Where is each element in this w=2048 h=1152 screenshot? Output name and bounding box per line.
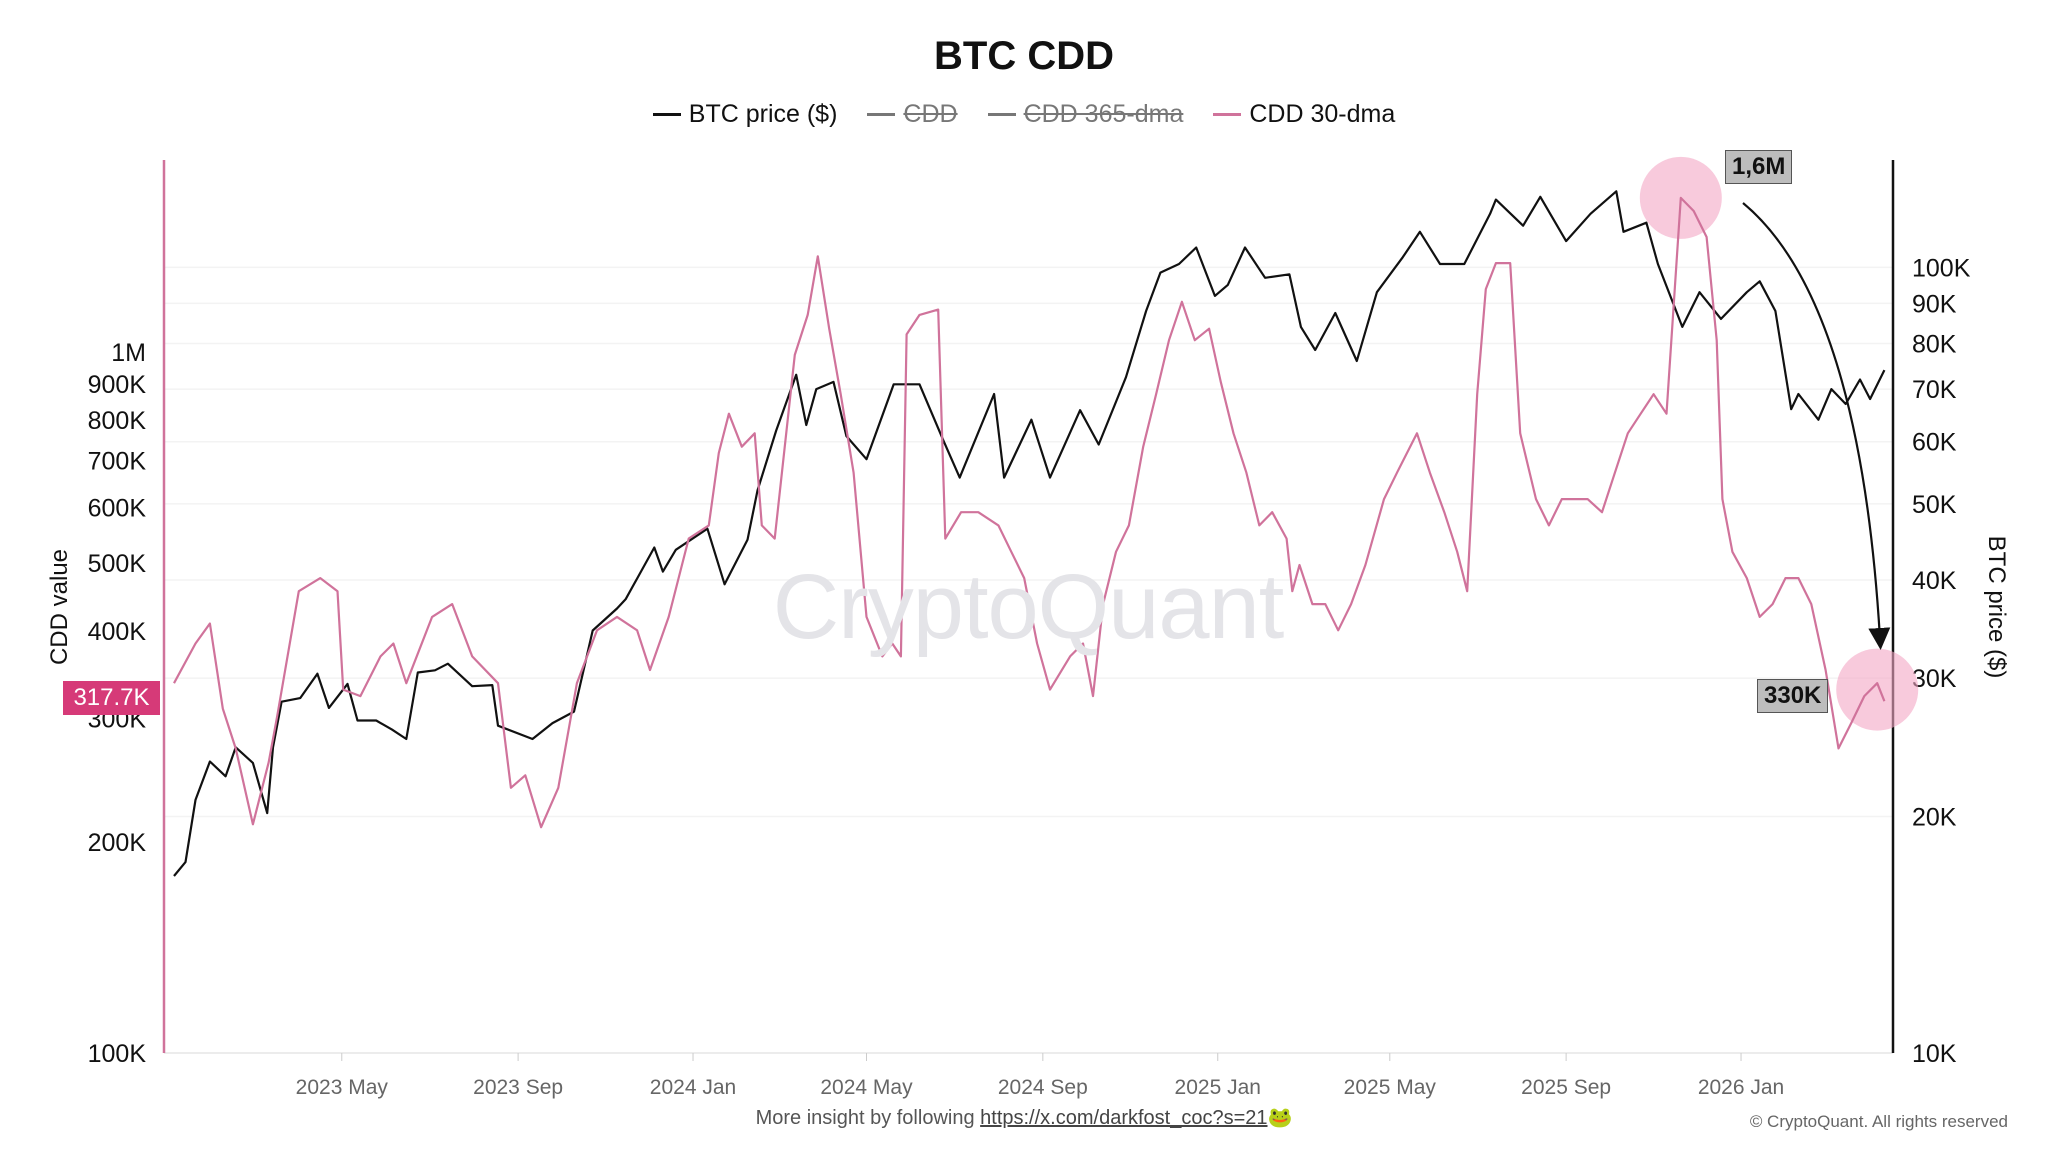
highlight-circle (1836, 648, 1919, 731)
x-tick-label: 2025 Sep (1521, 1076, 1611, 1099)
y-left-axis-title: CDD value (46, 548, 73, 666)
y-left-tick-label: 1M (111, 339, 146, 367)
chart-title: BTC CDD (934, 34, 1114, 78)
y-left-tick-label: 100K (88, 1040, 147, 1068)
legend-swatch (1213, 113, 1242, 116)
legend-swatch (867, 113, 896, 116)
x-tick-label: 2025 Jan (1175, 1076, 1261, 1099)
legend-item-cdd-30-dma[interactable]: CDD 30-dma (1213, 100, 1395, 129)
frog-emoji-icon: 🐸 (1267, 1107, 1293, 1129)
legend: BTC price ($) CDD CDD 365-dma CDD 30-dma (0, 100, 2048, 129)
legend-swatch (987, 113, 1016, 116)
y-right-tick-label: 20K (1912, 804, 1957, 832)
legend-swatch (652, 113, 681, 116)
legend-label: CDD 365-dma (1023, 100, 1184, 128)
legend-label: CDD 30-dma (1249, 100, 1396, 128)
y-right-tick-label: 40K (1912, 567, 1957, 595)
y-right-tick-label: 30K (1912, 665, 1957, 693)
y-right-tick-label: 100K (1912, 254, 1971, 282)
y-left-tick-label: 700K (88, 448, 147, 476)
annotation-peak: 1,6M (1725, 150, 1793, 184)
current-value-badge: 317.7K (63, 681, 160, 715)
legend-label: CDD (903, 100, 958, 128)
series-line-cdd-30-dma (173, 196, 1886, 829)
annotation-current: 330K (1757, 679, 1829, 713)
x-tick-label: 2024 May (820, 1076, 913, 1099)
footer-link[interactable]: https://x.com/darkfost_coc?s=21 (980, 1107, 1268, 1129)
copyright: © CryptoQuant. All rights reserved (1749, 1112, 2008, 1131)
y-right-tick-label: 10K (1912, 1040, 1957, 1068)
x-tick-label: 2023 May (296, 1076, 389, 1099)
x-tick-label: 2024 Jan (650, 1076, 736, 1099)
y-right-tick-label: 70K (1912, 376, 1957, 404)
x-tick-label: 2025 May (1344, 1076, 1437, 1099)
legend-item-cdd-365-dma[interactable]: CDD 365-dma (987, 100, 1184, 129)
y-left-tick-label: 400K (88, 618, 147, 646)
legend-item-btc-price[interactable]: BTC price ($) (652, 100, 838, 129)
y-left-tick-label: 900K (88, 371, 147, 399)
annotation-arrow (1742, 202, 1891, 650)
y-left-tick-label: 200K (88, 829, 147, 857)
footer-text: More insight by following (755, 1107, 975, 1129)
watermark: CryptoQuant (772, 556, 1285, 658)
y-right-axis-title: BTC price ($) (1983, 535, 2010, 679)
y-right-tick-label: 90K (1912, 290, 1957, 318)
y-right-tick-label: 50K (1912, 491, 1957, 519)
series-line-btc-price- (173, 190, 1886, 877)
footer: More insight by following https://x.com/… (0, 1105, 2048, 1130)
x-tick-label: 2023 Sep (473, 1076, 563, 1099)
y-left-tick-label: 800K (88, 407, 147, 435)
x-tick-label: 2024 Sep (998, 1076, 1088, 1099)
x-tick-label: 2026 Jan (1698, 1076, 1784, 1099)
y-right-tick-label: 60K (1912, 429, 1957, 457)
legend-label: BTC price ($) (688, 100, 838, 128)
y-left-tick-label: 500K (88, 550, 147, 578)
y-right-tick-label: 80K (1912, 331, 1957, 359)
y-left-tick-label: 600K (88, 495, 147, 523)
legend-item-cdd[interactable]: CDD (867, 100, 958, 129)
